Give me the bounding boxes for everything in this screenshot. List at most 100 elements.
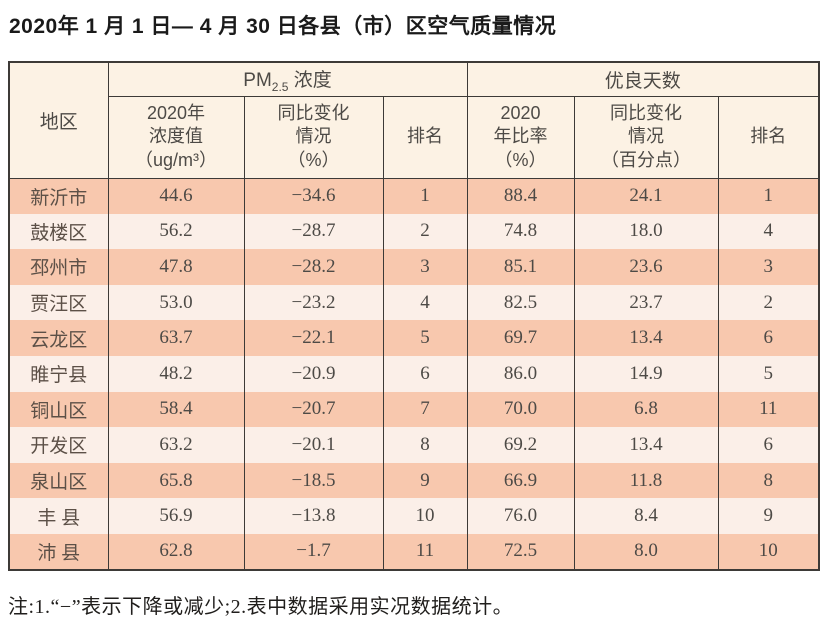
- good-ratio-cell: 74.8: [466, 213, 575, 250]
- pm25-value-cell: 56.2: [107, 213, 245, 250]
- pm25-rank-cell: 7: [382, 391, 468, 428]
- good-ratio-cell: 85.1: [466, 249, 575, 285]
- column-header-pm25-rank: 排名: [382, 96, 468, 178]
- region-cell: 沛 县: [8, 533, 109, 570]
- pm25-value-cell: 44.6: [107, 178, 245, 214]
- column-group-pm25: PM2.5 浓度: [107, 62, 468, 97]
- good-rank-cell: 8: [717, 462, 820, 499]
- table-header: 地区 PM2.5 浓度 优良天数 2020年 浓度值 （ug/m³） 同比变化 …: [8, 62, 820, 178]
- air-quality-table: 地区 PM2.5 浓度 优良天数 2020年 浓度值 （ug/m³） 同比变化 …: [8, 61, 821, 571]
- pm25-change-cell: −20.1: [243, 427, 384, 463]
- pm25-change-cell: −22.1: [243, 320, 384, 356]
- good-rank-cell: 10: [717, 533, 820, 570]
- good-ratio-cell: 69.2: [466, 427, 575, 463]
- table-row: 贾汪区 53.0 −23.2 4 82.5 23.7 2: [8, 284, 820, 321]
- pm25-value-cell: 56.9: [107, 498, 245, 534]
- good-change-cell: 8.4: [573, 498, 719, 534]
- good-rank-cell: 9: [717, 498, 820, 534]
- pm25-rank-cell: 10: [382, 498, 468, 534]
- good-ratio-cell: 70.0: [466, 391, 575, 428]
- pm25-value-cell: 63.2: [107, 427, 245, 463]
- good-rank-cell: 1: [717, 178, 820, 214]
- pm25-rank-cell: 5: [382, 320, 468, 356]
- table-row: 新沂市 44.6 −34.6 1 88.4 24.1 1: [8, 178, 820, 214]
- footnote: 注:1.“−”表示下降或减少;2.表中数据采用实况数据统计。: [8, 596, 514, 618]
- good-ratio-cell: 72.5: [466, 533, 575, 570]
- good-ratio-cell: 88.4: [466, 178, 575, 214]
- good-rank-cell: 5: [717, 355, 820, 392]
- table-body: 新沂市 44.6 −34.6 1 88.4 24.1 1 鼓楼区 56.2 −2…: [8, 178, 820, 570]
- region-cell: 铜山区: [8, 391, 109, 428]
- pm25-change-cell: −23.2: [243, 284, 384, 321]
- pm25-rank-cell: 11: [382, 533, 468, 570]
- column-group-good-days: 优良天数: [466, 62, 820, 97]
- table-row: 云龙区 63.7 −22.1 5 69.7 13.4 6: [8, 320, 820, 356]
- region-cell: 贾汪区: [8, 284, 109, 321]
- table-row: 邳州市 47.8 −28.2 3 85.1 23.6 3: [8, 249, 820, 285]
- pm25-rank-cell: 8: [382, 427, 468, 463]
- region-cell: 云龙区: [8, 320, 109, 356]
- good-ratio-cell: 69.7: [466, 320, 575, 356]
- column-header-good-rank: 排名: [717, 96, 820, 178]
- pm25-rank-cell: 1: [382, 178, 468, 214]
- good-rank-cell: 6: [717, 427, 820, 463]
- pm25-value-cell: 47.8: [107, 249, 245, 285]
- pm25-rank-cell: 2: [382, 213, 468, 250]
- pm25-value-cell: 53.0: [107, 284, 245, 321]
- column-header-good-change: 同比变化 情况 （百分点）: [573, 96, 719, 178]
- table-row: 睢宁县 48.2 −20.9 6 86.0 14.9 5: [8, 355, 820, 392]
- good-change-cell: 6.8: [573, 391, 719, 428]
- region-cell: 丰 县: [8, 498, 109, 534]
- column-header-pm25-value: 2020年 浓度值 （ug/m³）: [107, 96, 245, 178]
- table-row: 泉山区 65.8 −18.5 9 66.9 11.8 8: [8, 462, 820, 499]
- pm25-change-cell: −28.2: [243, 249, 384, 285]
- good-change-cell: 23.6: [573, 249, 719, 285]
- good-change-cell: 23.7: [573, 284, 719, 321]
- good-ratio-cell: 86.0: [466, 355, 575, 392]
- region-cell: 泉山区: [8, 462, 109, 499]
- table-row: 铜山区 58.4 −20.7 7 70.0 6.8 11: [8, 391, 820, 428]
- pm25-change-cell: −34.6: [243, 178, 384, 214]
- column-header-region: 地区: [8, 62, 109, 178]
- good-change-cell: 14.9: [573, 355, 719, 392]
- region-cell: 邳州市: [8, 249, 109, 285]
- pm25-rank-cell: 6: [382, 355, 468, 392]
- pm25-rank-cell: 3: [382, 249, 468, 285]
- good-change-cell: 18.0: [573, 213, 719, 250]
- pm25-change-cell: −18.5: [243, 462, 384, 499]
- sub-header-row: 2020年 浓度值 （ug/m³） 同比变化 情况 （%） 排名 2020 年比…: [9, 96, 820, 178]
- good-change-cell: 8.0: [573, 533, 719, 570]
- good-rank-cell: 2: [717, 284, 820, 321]
- pm25-value-cell: 62.8: [107, 533, 245, 570]
- good-ratio-cell: 76.0: [466, 498, 575, 534]
- pm25-rank-cell: 4: [382, 284, 468, 321]
- good-ratio-cell: 66.9: [466, 462, 575, 499]
- pm25-value-cell: 63.7: [107, 320, 245, 356]
- region-cell: 鼓楼区: [8, 213, 109, 250]
- good-rank-cell: 11: [717, 391, 820, 428]
- good-change-cell: 13.4: [573, 427, 719, 463]
- region-cell: 睢宁县: [8, 355, 109, 392]
- group-header-row: 地区 PM2.5 浓度 优良天数: [8, 62, 820, 178]
- column-header-pm25-change: 同比变化 情况 （%）: [243, 96, 384, 178]
- good-change-cell: 11.8: [573, 462, 719, 499]
- region-cell: 新沂市: [8, 178, 109, 214]
- column-header-good-ratio: 2020 年比率 （%）: [466, 96, 575, 178]
- good-change-cell: 24.1: [573, 178, 719, 214]
- table-row: 鼓楼区 56.2 −28.7 2 74.8 18.0 4: [8, 213, 820, 250]
- pm25-value-cell: 48.2: [107, 355, 245, 392]
- table-row: 丰 县 56.9 −13.8 10 76.0 8.4 9: [8, 498, 820, 534]
- pm25-change-cell: −13.8: [243, 498, 384, 534]
- table-row: 沛 县 62.8 −1.7 11 72.5 8.0 10: [8, 533, 820, 570]
- pm25-change-cell: −20.9: [243, 355, 384, 392]
- good-rank-cell: 4: [717, 213, 820, 250]
- pm25-label-prefix: PM: [243, 69, 272, 91]
- pm25-change-cell: −20.7: [243, 391, 384, 428]
- pm25-label-subscript: 2.5: [271, 79, 289, 94]
- good-change-cell: 13.4: [573, 320, 719, 356]
- pm25-value-cell: 65.8: [107, 462, 245, 499]
- region-cell: 开发区: [8, 427, 109, 463]
- pm25-rank-cell: 9: [382, 462, 468, 499]
- pm25-change-cell: −28.7: [243, 213, 384, 250]
- good-rank-cell: 3: [717, 249, 820, 285]
